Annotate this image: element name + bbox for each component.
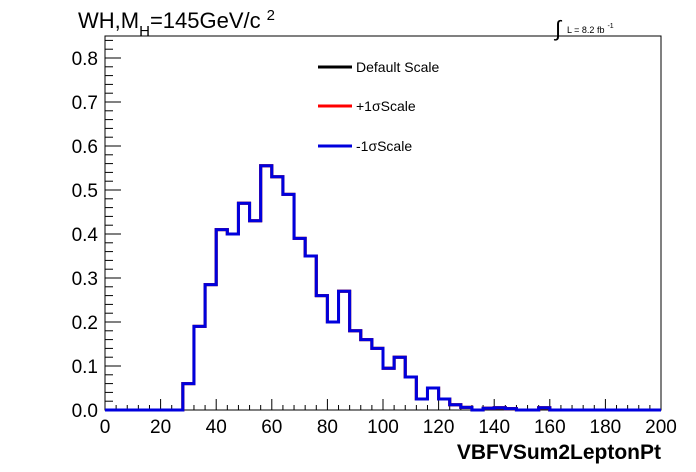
x-axis-label: VBFVSum2LeptonPt [457, 441, 661, 464]
y-tick-label: 0.3 [72, 269, 98, 290]
x-tick-label: 60 [261, 417, 282, 438]
title-main: WH,M [78, 8, 139, 33]
x-tick-label: 160 [534, 417, 566, 438]
x-tick-label: 0 [100, 417, 111, 438]
title-subscript: H [139, 23, 150, 40]
luminosity-label: ∫ L = 8.2 fb -1 [553, 16, 614, 41]
luminosity-text: L = 8.2 fb [567, 25, 604, 35]
x-tick-label: 200 [645, 417, 677, 438]
series-layer [105, 164, 661, 412]
luminosity-superscript: -1 [607, 23, 613, 30]
y-tick-label: 0.1 [72, 357, 98, 378]
legend-entry-label: -1σScale [356, 138, 412, 154]
y-tick-label: 0.0 [72, 401, 98, 422]
title-superscript: 2 [267, 7, 275, 24]
x-tick-label: 40 [206, 417, 227, 438]
y-tick-label: 0.8 [72, 49, 98, 70]
y-tick-label: 0.7 [72, 93, 98, 114]
svg-text:L = 8.2 fb-1: L = 8.2 fb -1 [567, 23, 614, 35]
series-line-0 [105, 164, 661, 412]
title-rest: =145GeV/c [150, 8, 261, 33]
legend: Default Scale +1σScale -1σScale [318, 59, 439, 154]
x-tick-label: 80 [317, 417, 338, 438]
chart-title: WH,MH=145GeV/c 2 [78, 7, 275, 40]
y-tick-label: 0.4 [72, 225, 99, 246]
x-tick-label: 120 [423, 417, 455, 438]
x-tick-label: 180 [590, 417, 622, 438]
x-tick-label: 20 [150, 417, 171, 438]
legend-entry-label: Default Scale [356, 59, 439, 75]
integral-symbol: ∫ [553, 16, 563, 41]
y-tick-label: 0.6 [72, 137, 98, 158]
svg-text:WH,MH=145GeV/c2: WH,MH=145GeV/c 2 [78, 7, 275, 40]
series-line-2 [105, 164, 661, 412]
x-tick-label: 100 [367, 417, 399, 438]
legend-entry-label: +1σScale [356, 98, 416, 114]
x-tick-label: 140 [478, 417, 510, 438]
axes: 0 20 40 60 80 100 120 140 160 180 200 0.0 0.1 0.2 0.3 0… [72, 39, 677, 438]
y-tick-label: 0.5 [72, 181, 98, 202]
y-tick-label: 0.2 [72, 313, 98, 334]
series-line-1 [105, 164, 661, 412]
